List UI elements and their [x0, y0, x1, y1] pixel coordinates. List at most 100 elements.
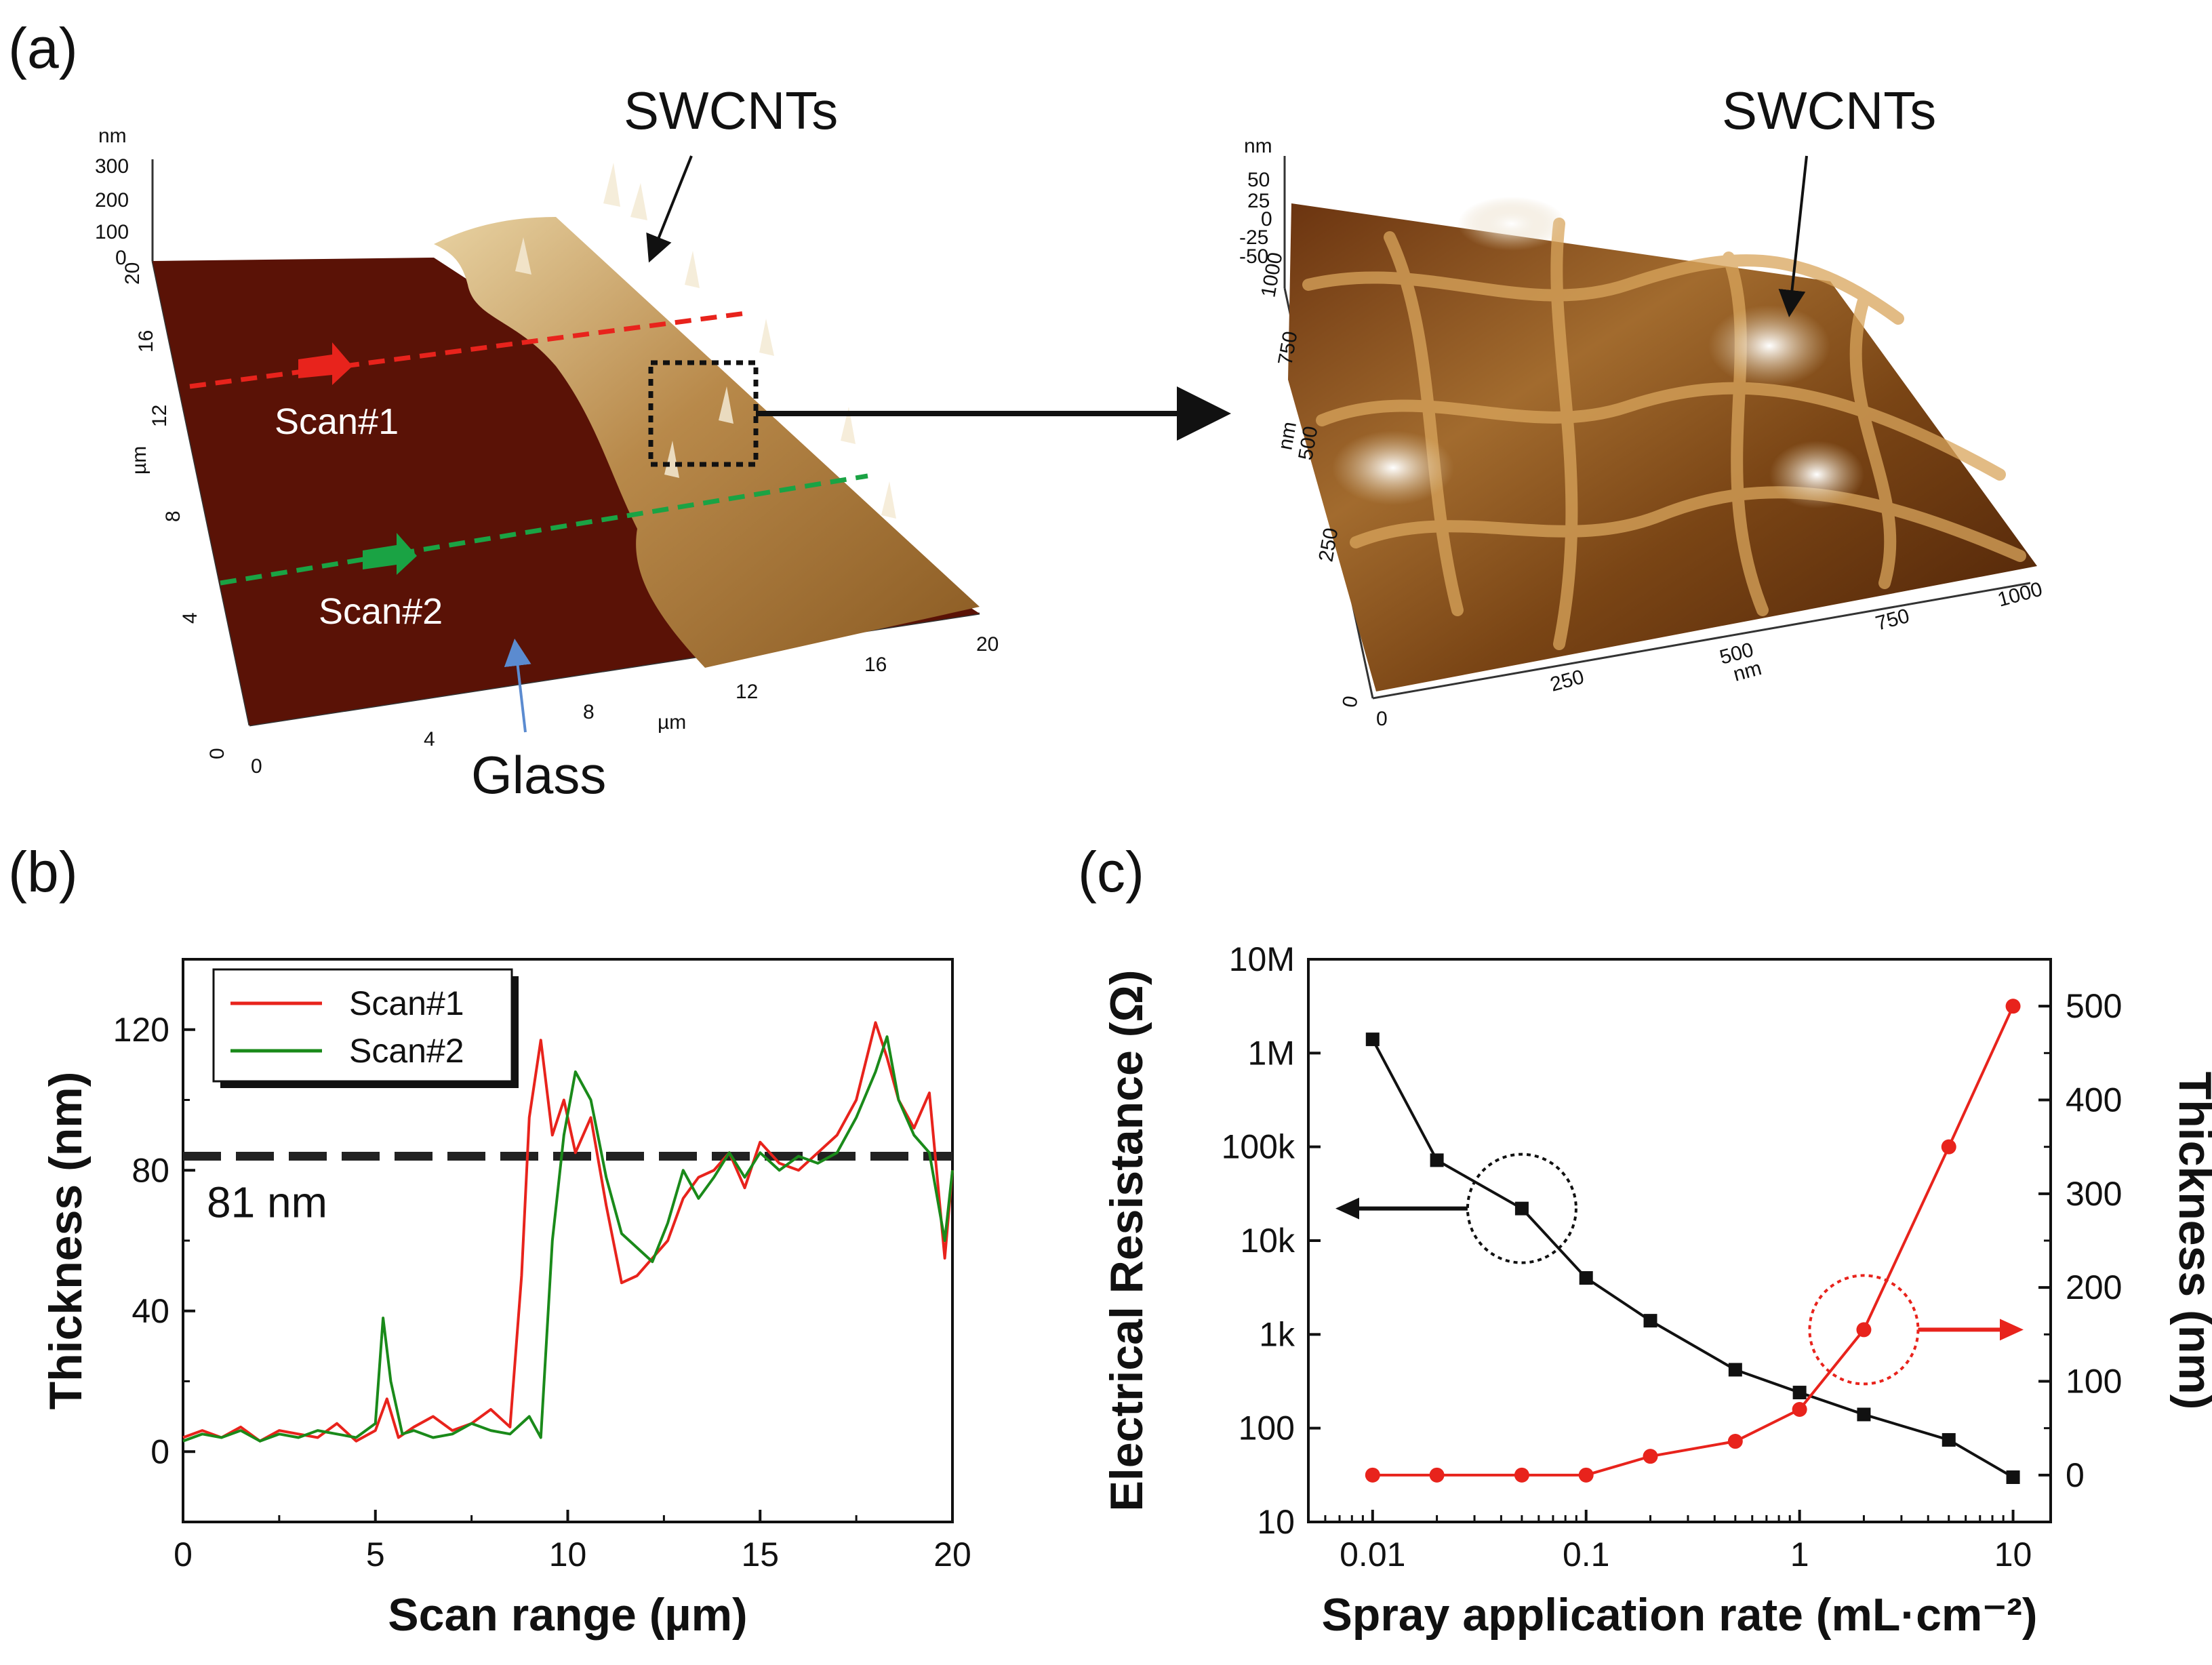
- right-x-tick: 1000: [1995, 578, 2045, 611]
- legend-box: [212, 968, 513, 1083]
- x-axis-title: Scan range (µm): [388, 1589, 747, 1641]
- swcnt-network-surface: [1288, 203, 2037, 691]
- resistance-line: [1371, 1039, 2014, 1479]
- series-line-scan2: [182, 1035, 954, 1443]
- x-tick-label: 10: [549, 1536, 587, 1573]
- glass-pointer: [504, 639, 531, 733]
- left-y-ticks: 20 16 12 µm 8 4 0: [121, 262, 228, 759]
- right-swcnt-annotation: SWCNTs: [1722, 81, 1936, 140]
- x-tick-label: 10: [1994, 1536, 2032, 1573]
- left-swcnt-annotation: SWCNTs: [624, 81, 838, 140]
- x-axis-title: Spray application rate (mL·cm⁻²): [1321, 1589, 2037, 1641]
- resistance-point: [1643, 1314, 1657, 1328]
- scan1-label: Scan#1: [275, 401, 399, 442]
- y-tick-label: 80: [132, 1151, 169, 1189]
- y2-tick-label: 400: [2066, 1081, 2122, 1119]
- afm-left-3d: Scan#1 Scan#2 SWCNTs Glass nm 300 200 10…: [95, 81, 1231, 805]
- panel-a-label: (a): [8, 16, 78, 80]
- swcnt-network-strands: [1302, 218, 2026, 650]
- swcnt-highlights: [1332, 197, 1864, 508]
- right-z-ticks: 50 25 0 -25 -50: [1239, 169, 1272, 268]
- swcnt-film: [434, 217, 980, 668]
- y-tick-label: 1M: [1248, 1034, 1295, 1072]
- y2-tick-label: 100: [2066, 1363, 2122, 1401]
- scan1-arrow-icon: [298, 342, 353, 385]
- y2-tick-label: 500: [2066, 987, 2122, 1025]
- chart-b: 0 5 10 15 20 0 40 80 120 Scan range (µm) Thickness…: [40, 958, 971, 1641]
- left-y-tick: 8: [162, 510, 184, 522]
- left-x-tick: 0: [251, 755, 262, 778]
- resistance-point: [1728, 1363, 1742, 1377]
- x-tick-label: 5: [366, 1536, 385, 1573]
- resistance-point: [1430, 1153, 1444, 1167]
- y-tick-label: 100k: [1222, 1128, 1295, 1166]
- y2-tick-label: 300: [2066, 1175, 2122, 1213]
- right-z-tick: 25: [1247, 190, 1270, 212]
- chart-c: 0.01 0.1 1 10 10 100 1k 10k 100k 1M 10M 0 100 200 300 4…: [1101, 940, 2212, 1641]
- left-z-ticks: 300 200 100 0: [95, 155, 129, 269]
- legend-label: Scan#1: [349, 984, 464, 1022]
- left-y-tick: 16: [135, 330, 157, 353]
- x-tick-label: 1: [1790, 1536, 1809, 1573]
- resistance-point: [1942, 1432, 1956, 1447]
- y-axis-title: Thickness (nm): [40, 1072, 92, 1410]
- panel-c: (c) 0.01 0.1 1 10 10 100 1k 10k 100k 1M 10M 0 100 200…: [1078, 840, 2212, 1641]
- resistance-point: [1857, 1407, 1871, 1422]
- thickness-point: [2005, 999, 2021, 1014]
- left-x-tick: 16: [864, 654, 887, 676]
- thickness-point: [1643, 1449, 1658, 1464]
- left-y-tick: 12: [148, 405, 171, 427]
- x-tick-label: 0.1: [1563, 1536, 1610, 1573]
- zoom-region-box: [648, 360, 759, 467]
- y2-tick-label: 200: [2066, 1268, 2122, 1306]
- y-tick-label: 10M: [1229, 940, 1295, 978]
- left-swcnt-pointer: [646, 155, 693, 263]
- right-y-tick: 0: [1338, 694, 1362, 709]
- thickness-point: [1365, 1467, 1380, 1483]
- thickness-point: [1429, 1467, 1445, 1483]
- right-x-axis: [1372, 582, 2031, 700]
- right-x-tick: 0: [1376, 708, 1388, 730]
- resistance-point: [1792, 1386, 1807, 1400]
- resistance-point: [1579, 1271, 1593, 1285]
- afm-right-3d: SWCNTs nm 50 25 0 -25 -50 1000 750 500 n…: [1239, 81, 2045, 730]
- thickness-point: [1856, 1322, 1872, 1338]
- swcnt-spikes: [515, 163, 896, 519]
- thickness-point: [1727, 1434, 1743, 1449]
- scan1-line: [189, 310, 746, 389]
- right-z-unit: nm: [1244, 135, 1272, 157]
- resistance-point: [2006, 1470, 2020, 1484]
- resistance-point: [1365, 1032, 1380, 1047]
- right-z-tick: 50: [1247, 169, 1270, 191]
- y-axis-title: Electrical Resistance (Ω): [1101, 969, 1152, 1511]
- resistance-axis-indicator: [1466, 1152, 1577, 1264]
- right-x-tick: 250: [1548, 666, 1586, 696]
- left-y-tick: 20: [121, 262, 144, 285]
- thickness-point: [1941, 1139, 1956, 1155]
- left-y-tick: 0: [206, 748, 228, 759]
- reference-line-label: 81 nm: [207, 1178, 327, 1227]
- left-z-unit: nm: [98, 125, 127, 147]
- y-tick-label: 10k: [1240, 1222, 1295, 1260]
- right-arrow-icon: [2000, 1319, 2024, 1341]
- panel-b-label: (b): [8, 840, 78, 904]
- glass-label: Glass: [471, 745, 606, 805]
- scan2-line: [220, 473, 868, 586]
- panel-c-label: (c): [1078, 840, 1144, 904]
- left-z-tick: 200: [95, 189, 129, 212]
- right-z-tick: 0: [1261, 208, 1272, 230]
- left-arrow-icon: [1335, 1197, 1359, 1220]
- y-tick-label: 100: [1239, 1409, 1295, 1447]
- left-x-tick: 12: [736, 681, 758, 703]
- x-tick-label: 15: [741, 1536, 779, 1573]
- y-tick-label: 10: [1257, 1503, 1295, 1541]
- x-tick-label: 20: [933, 1536, 971, 1573]
- y-tick-label: 120: [113, 1011, 169, 1049]
- thickness-line: [1372, 1005, 2015, 1477]
- thickness-point: [1792, 1402, 1807, 1417]
- left-z-tick: 300: [95, 155, 129, 178]
- y2-tick-label: 0: [2066, 1456, 2085, 1494]
- left-x-tick: 8: [583, 701, 595, 723]
- left-y-unit: µm: [128, 446, 150, 475]
